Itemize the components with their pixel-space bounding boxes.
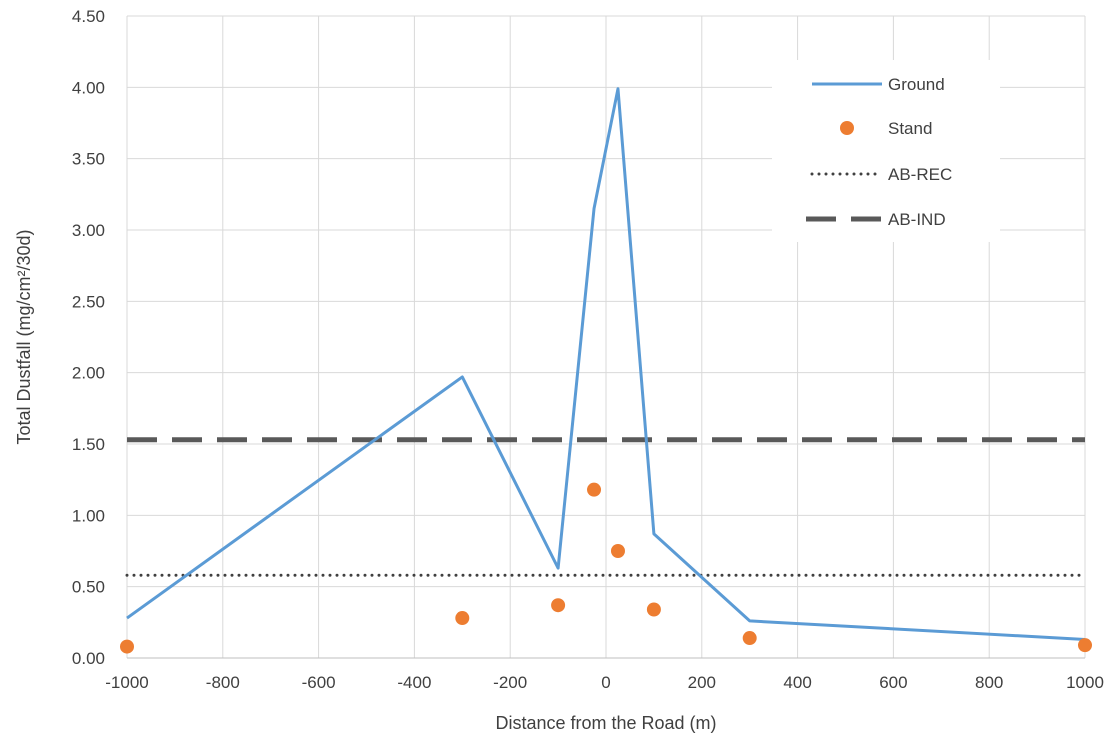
legend-label-ground: Ground bbox=[888, 75, 945, 94]
x-axis-title: Distance from the Road (m) bbox=[495, 713, 716, 733]
y-tick-label: 1.00 bbox=[72, 506, 105, 525]
legend-label-ab-rec: AB-REC bbox=[888, 165, 952, 184]
x-tick-label: 200 bbox=[688, 673, 716, 692]
x-tick-label: -800 bbox=[206, 673, 240, 692]
series-stand-point bbox=[610, 544, 625, 558]
series-stand-point bbox=[455, 611, 470, 626]
x-tick-label: 400 bbox=[783, 673, 811, 692]
series-stand-point bbox=[742, 631, 757, 646]
x-tick-label: -1000 bbox=[105, 673, 148, 692]
y-tick-label: 4.00 bbox=[72, 78, 105, 97]
legend-swatch-stand bbox=[840, 121, 854, 135]
plot-series bbox=[120, 87, 1092, 654]
series-stand-point bbox=[551, 598, 566, 613]
series-stand-point bbox=[120, 639, 134, 654]
tick-labels: -1000 -800 -600 -400 -200 0 200 400 600 800 1000 0.… bbox=[72, 7, 1104, 692]
x-tick-label: 0 bbox=[601, 673, 610, 692]
legend-background bbox=[772, 60, 1000, 242]
legend-label-stand: Stand bbox=[888, 119, 932, 138]
x-tick-label: -200 bbox=[493, 673, 527, 692]
x-tick-label: 1000 bbox=[1066, 673, 1104, 692]
y-axis-title: Total Dustfall (mg/cm²/30d) bbox=[14, 229, 34, 444]
y-tick-label: 3.50 bbox=[72, 150, 105, 169]
series-stand-point bbox=[646, 602, 661, 617]
x-tick-label: 800 bbox=[975, 673, 1003, 692]
legend-label-ab-ind: AB-IND bbox=[888, 210, 946, 229]
y-tick-label: 2.50 bbox=[72, 292, 105, 311]
x-tick-label: 600 bbox=[879, 673, 907, 692]
legend: Ground Stand AB-REC AB-IND bbox=[772, 60, 1000, 242]
series-stand-point bbox=[587, 482, 602, 497]
x-tick-label: -400 bbox=[397, 673, 431, 692]
y-tick-label: 0.00 bbox=[72, 649, 105, 668]
y-tick-label: 0.50 bbox=[72, 578, 105, 597]
y-tick-label: 3.00 bbox=[72, 221, 105, 240]
y-tick-label: 2.00 bbox=[72, 364, 105, 383]
series-stand-point bbox=[1078, 638, 1092, 653]
y-tick-label: 1.50 bbox=[72, 435, 105, 454]
x-tick-label: -600 bbox=[302, 673, 336, 692]
y-tick-label: 4.50 bbox=[72, 7, 105, 26]
series-ground-line bbox=[126, 87, 1086, 641]
